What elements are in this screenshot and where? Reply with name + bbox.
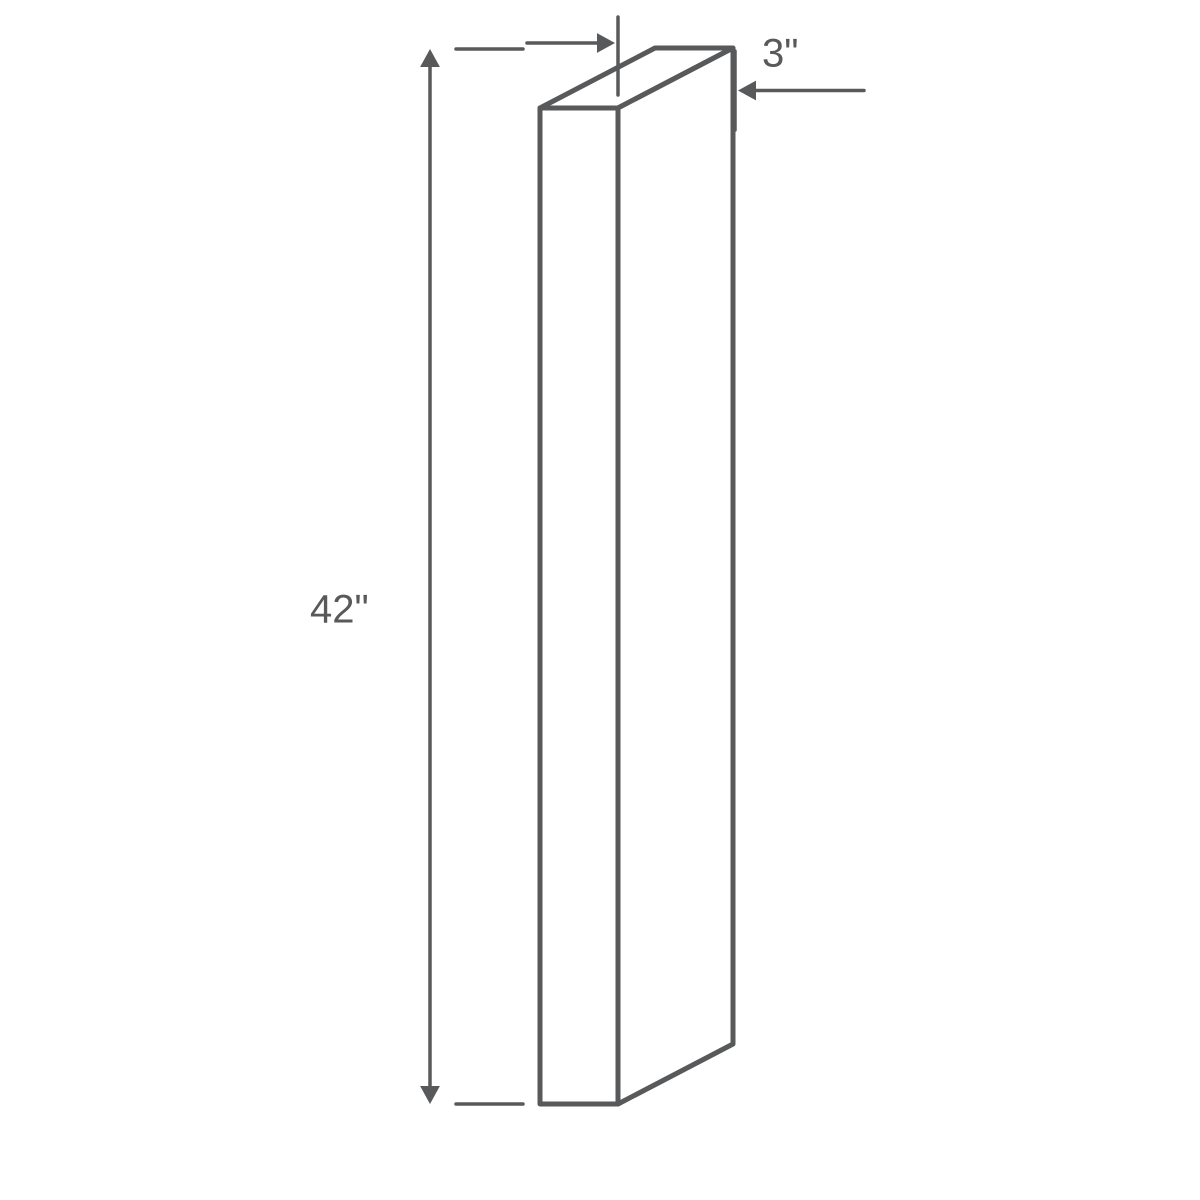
board-front-face — [540, 108, 618, 1104]
board-side-face — [618, 48, 733, 1104]
dim-height-label: 42" — [310, 588, 369, 632]
isometric-diagram: 42" 3" — [0, 0, 1200, 1200]
dim-width-label: 3" — [762, 32, 798, 76]
